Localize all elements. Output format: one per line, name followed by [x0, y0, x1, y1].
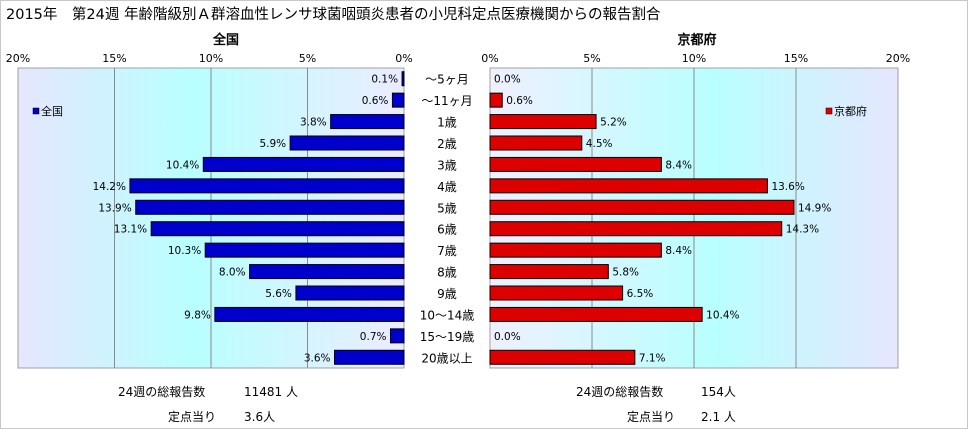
data-label-kyoto: 14.9% — [798, 202, 831, 214]
legend-label-national: 全国 — [41, 104, 63, 118]
data-label-kyoto: 7.1% — [639, 352, 666, 364]
bar-kyoto — [489, 242, 662, 258]
left-tick-label: 10% — [199, 52, 223, 65]
data-label-kyoto: 8.4% — [665, 159, 692, 171]
category-label: 8歳 — [437, 266, 457, 280]
bar-kyoto — [489, 135, 583, 151]
kyoto-per-value: 2.1 人 — [701, 410, 736, 424]
kyoto-total-value: 154人 — [701, 385, 736, 399]
bar-national — [401, 71, 405, 87]
right-tick-label: 10% — [682, 52, 706, 65]
bar-kyoto — [489, 221, 783, 237]
bar-national — [150, 221, 405, 237]
left-tick-label: 5% — [299, 52, 316, 65]
bar-national — [202, 156, 405, 172]
category-label: 15～19歳 — [420, 330, 475, 344]
data-label-national: 3.8% — [300, 117, 327, 129]
national-total-value: 11481 人 — [244, 385, 298, 399]
national-total-label: 24週の総報告数 — [118, 385, 206, 399]
left-tick-label: 0% — [395, 52, 412, 65]
legend-label-kyoto: 京都府 — [834, 104, 867, 118]
bar-national — [214, 306, 405, 322]
bar-national — [129, 178, 405, 194]
right-tick-label: 0% — [481, 52, 498, 65]
category-label: 6歳 — [437, 223, 457, 237]
data-label-kyoto: 0.6% — [506, 95, 533, 107]
data-label-kyoto: 0.0% — [494, 331, 521, 343]
bar-national — [391, 92, 405, 108]
bar-national — [249, 264, 405, 280]
bar-kyoto — [489, 306, 703, 322]
left-tick-label: 20% — [6, 52, 30, 65]
bar-kyoto — [489, 285, 624, 301]
data-label-national: 0.7% — [360, 331, 387, 343]
data-label-national: 13.9% — [98, 202, 131, 214]
chart-title: 2015年 第24週 年齢階級別Ａ群溶血性レンサ球菌咽頭炎患者の小児科定点医療機… — [6, 7, 661, 23]
national-per-label: 定点当り — [168, 410, 217, 424]
bar-kyoto — [489, 199, 795, 215]
data-label-national: 13.1% — [114, 224, 147, 236]
data-label-kyoto: 8.4% — [665, 245, 692, 257]
data-label-kyoto: 14.3% — [786, 224, 819, 236]
right-tick-label: 15% — [784, 52, 808, 65]
data-label-kyoto: 5.2% — [600, 117, 627, 129]
bar-kyoto — [489, 264, 609, 280]
category-label: 4歳 — [437, 180, 457, 194]
category-label: ～5ヶ月 — [425, 73, 469, 87]
data-label-national: 3.6% — [304, 352, 331, 364]
category-label: 5歳 — [437, 201, 457, 215]
data-label-kyoto: 0.0% — [494, 74, 521, 86]
data-label-national: 9.8% — [184, 309, 211, 321]
bar-national — [330, 114, 405, 130]
bar-kyoto — [489, 178, 768, 194]
category-label: 20歳以上 — [421, 351, 472, 365]
category-label: 9歳 — [437, 287, 457, 301]
data-label-national: 5.6% — [265, 288, 292, 300]
category-label: 3歳 — [437, 158, 457, 172]
data-label-national: 5.9% — [259, 138, 286, 150]
kyoto-total-label: 24週の総報告数 — [576, 385, 664, 399]
bar-national — [295, 285, 405, 301]
category-label: ～11ヶ月 — [421, 94, 472, 108]
legend-swatch-national — [32, 107, 40, 115]
data-label-national: 0.1% — [371, 74, 398, 86]
data-label-kyoto: 13.6% — [771, 181, 804, 193]
data-label-national: 0.6% — [362, 95, 389, 107]
right-tick-label: 20% — [886, 52, 910, 65]
legend-swatch-kyoto — [825, 107, 833, 115]
bar-kyoto — [489, 156, 662, 172]
data-label-kyoto: 6.5% — [627, 288, 654, 300]
left-tick-label: 15% — [102, 52, 126, 65]
kyoto-per-label: 定点当り — [627, 410, 676, 424]
bar-kyoto — [489, 92, 503, 108]
bar-national — [389, 328, 405, 344]
data-label-kyoto: 4.5% — [586, 138, 613, 150]
bar-national — [135, 199, 405, 215]
national-per-value: 3.6人 — [244, 410, 276, 424]
right-panel-title: 京都府 — [677, 32, 716, 48]
category-label: 1歳 — [437, 116, 457, 130]
data-label-kyoto: 5.8% — [612, 267, 639, 279]
category-label: 10～14歳 — [420, 308, 475, 322]
data-label-kyoto: 10.4% — [706, 309, 739, 321]
bar-national — [204, 242, 405, 258]
bar-kyoto — [489, 349, 636, 365]
data-label-national: 10.3% — [168, 245, 201, 257]
data-label-national: 10.4% — [166, 159, 199, 171]
bar-national — [334, 349, 405, 365]
right-tick-label: 5% — [583, 52, 600, 65]
bar-national — [289, 135, 405, 151]
left-panel-title: 全国 — [212, 32, 239, 48]
category-label: 7歳 — [437, 244, 457, 258]
data-label-national: 14.2% — [93, 181, 126, 193]
data-label-national: 8.0% — [219, 267, 246, 279]
category-label: 2歳 — [437, 137, 457, 151]
bar-kyoto — [489, 114, 597, 130]
